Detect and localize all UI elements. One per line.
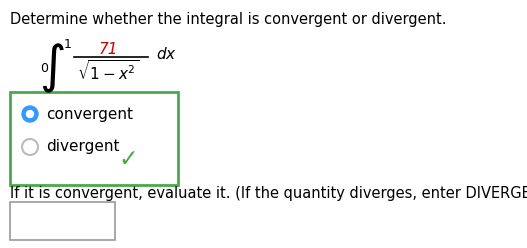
Circle shape xyxy=(22,139,38,155)
Bar xyxy=(10,92,178,185)
Text: $dx$: $dx$ xyxy=(156,46,177,62)
Text: 0: 0 xyxy=(40,62,48,75)
Text: Determine whether the integral is convergent or divergent.: Determine whether the integral is conver… xyxy=(10,12,446,27)
Text: 71: 71 xyxy=(98,42,118,57)
Bar xyxy=(10,202,115,240)
Circle shape xyxy=(22,106,38,122)
Text: $\int$: $\int$ xyxy=(39,42,65,95)
Text: convergent: convergent xyxy=(46,106,133,122)
Text: ✓: ✓ xyxy=(118,147,138,171)
Text: $\sqrt{1-x^2}$: $\sqrt{1-x^2}$ xyxy=(77,59,139,83)
Circle shape xyxy=(26,111,34,118)
Text: If it is convergent, evaluate it. (If the quantity diverges, enter DIVERGES.): If it is convergent, evaluate it. (If th… xyxy=(10,186,527,201)
Text: 1: 1 xyxy=(64,38,72,51)
Text: divergent: divergent xyxy=(46,139,120,155)
